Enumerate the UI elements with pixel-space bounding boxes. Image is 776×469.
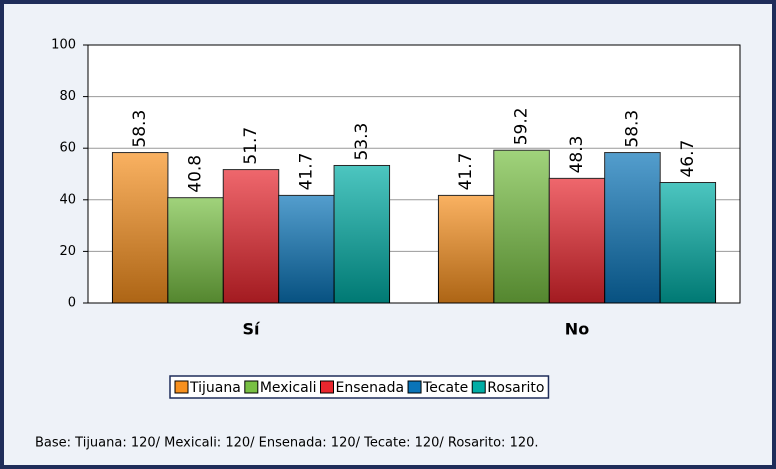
legend-label: Rosarito <box>487 380 544 396</box>
bar-shade <box>660 182 716 303</box>
value-label: 41.7 <box>296 153 316 191</box>
bar-shade <box>604 152 661 303</box>
y-tick-label: 80 <box>59 89 76 104</box>
legend-label: Ensenada <box>336 380 405 396</box>
bar-shade <box>112 152 168 303</box>
bar-shade <box>549 178 605 303</box>
legend-swatch <box>320 380 334 394</box>
y-tick-label: 20 <box>59 244 76 259</box>
legend-label: Tecate <box>422 380 468 396</box>
y-tick-label: 40 <box>59 192 76 207</box>
x-tick-label: No <box>565 320 589 339</box>
bar-shade <box>493 150 550 303</box>
value-label: 59.2 <box>512 107 532 145</box>
legend-swatch <box>407 380 422 394</box>
value-label: 40.8 <box>186 155 206 193</box>
value-label: 46.7 <box>678 140 698 178</box>
value-label: 58.3 <box>622 110 642 148</box>
legend-swatch <box>471 380 486 394</box>
legend-label: Mexicali <box>260 380 317 396</box>
value-label: 48.3 <box>567 136 587 174</box>
value-label: 58.3 <box>130 110 150 148</box>
bar-shade <box>334 165 390 303</box>
value-label: 53.3 <box>352 123 372 161</box>
bar-shade <box>438 195 494 303</box>
legend-box <box>169 375 550 399</box>
plot-border <box>87 44 741 304</box>
bar-shade <box>223 169 279 303</box>
y-tick-label: 100 <box>51 38 76 53</box>
bar-shade <box>278 195 335 303</box>
footnote: Base: Tijuana: 120/ Mexicali: 120/ Ensen… <box>35 436 539 451</box>
legend-swatch <box>174 380 189 394</box>
legend-label: Tijuana <box>189 380 241 396</box>
legend-swatch <box>244 380 259 394</box>
bar-shade <box>167 197 224 303</box>
y-tick-label: 60 <box>59 141 76 156</box>
x-tick-label: Sí <box>242 320 261 339</box>
value-label: 51.7 <box>241 127 261 165</box>
value-label: 41.7 <box>456 153 476 191</box>
y-tick-label: 0 <box>68 296 76 311</box>
